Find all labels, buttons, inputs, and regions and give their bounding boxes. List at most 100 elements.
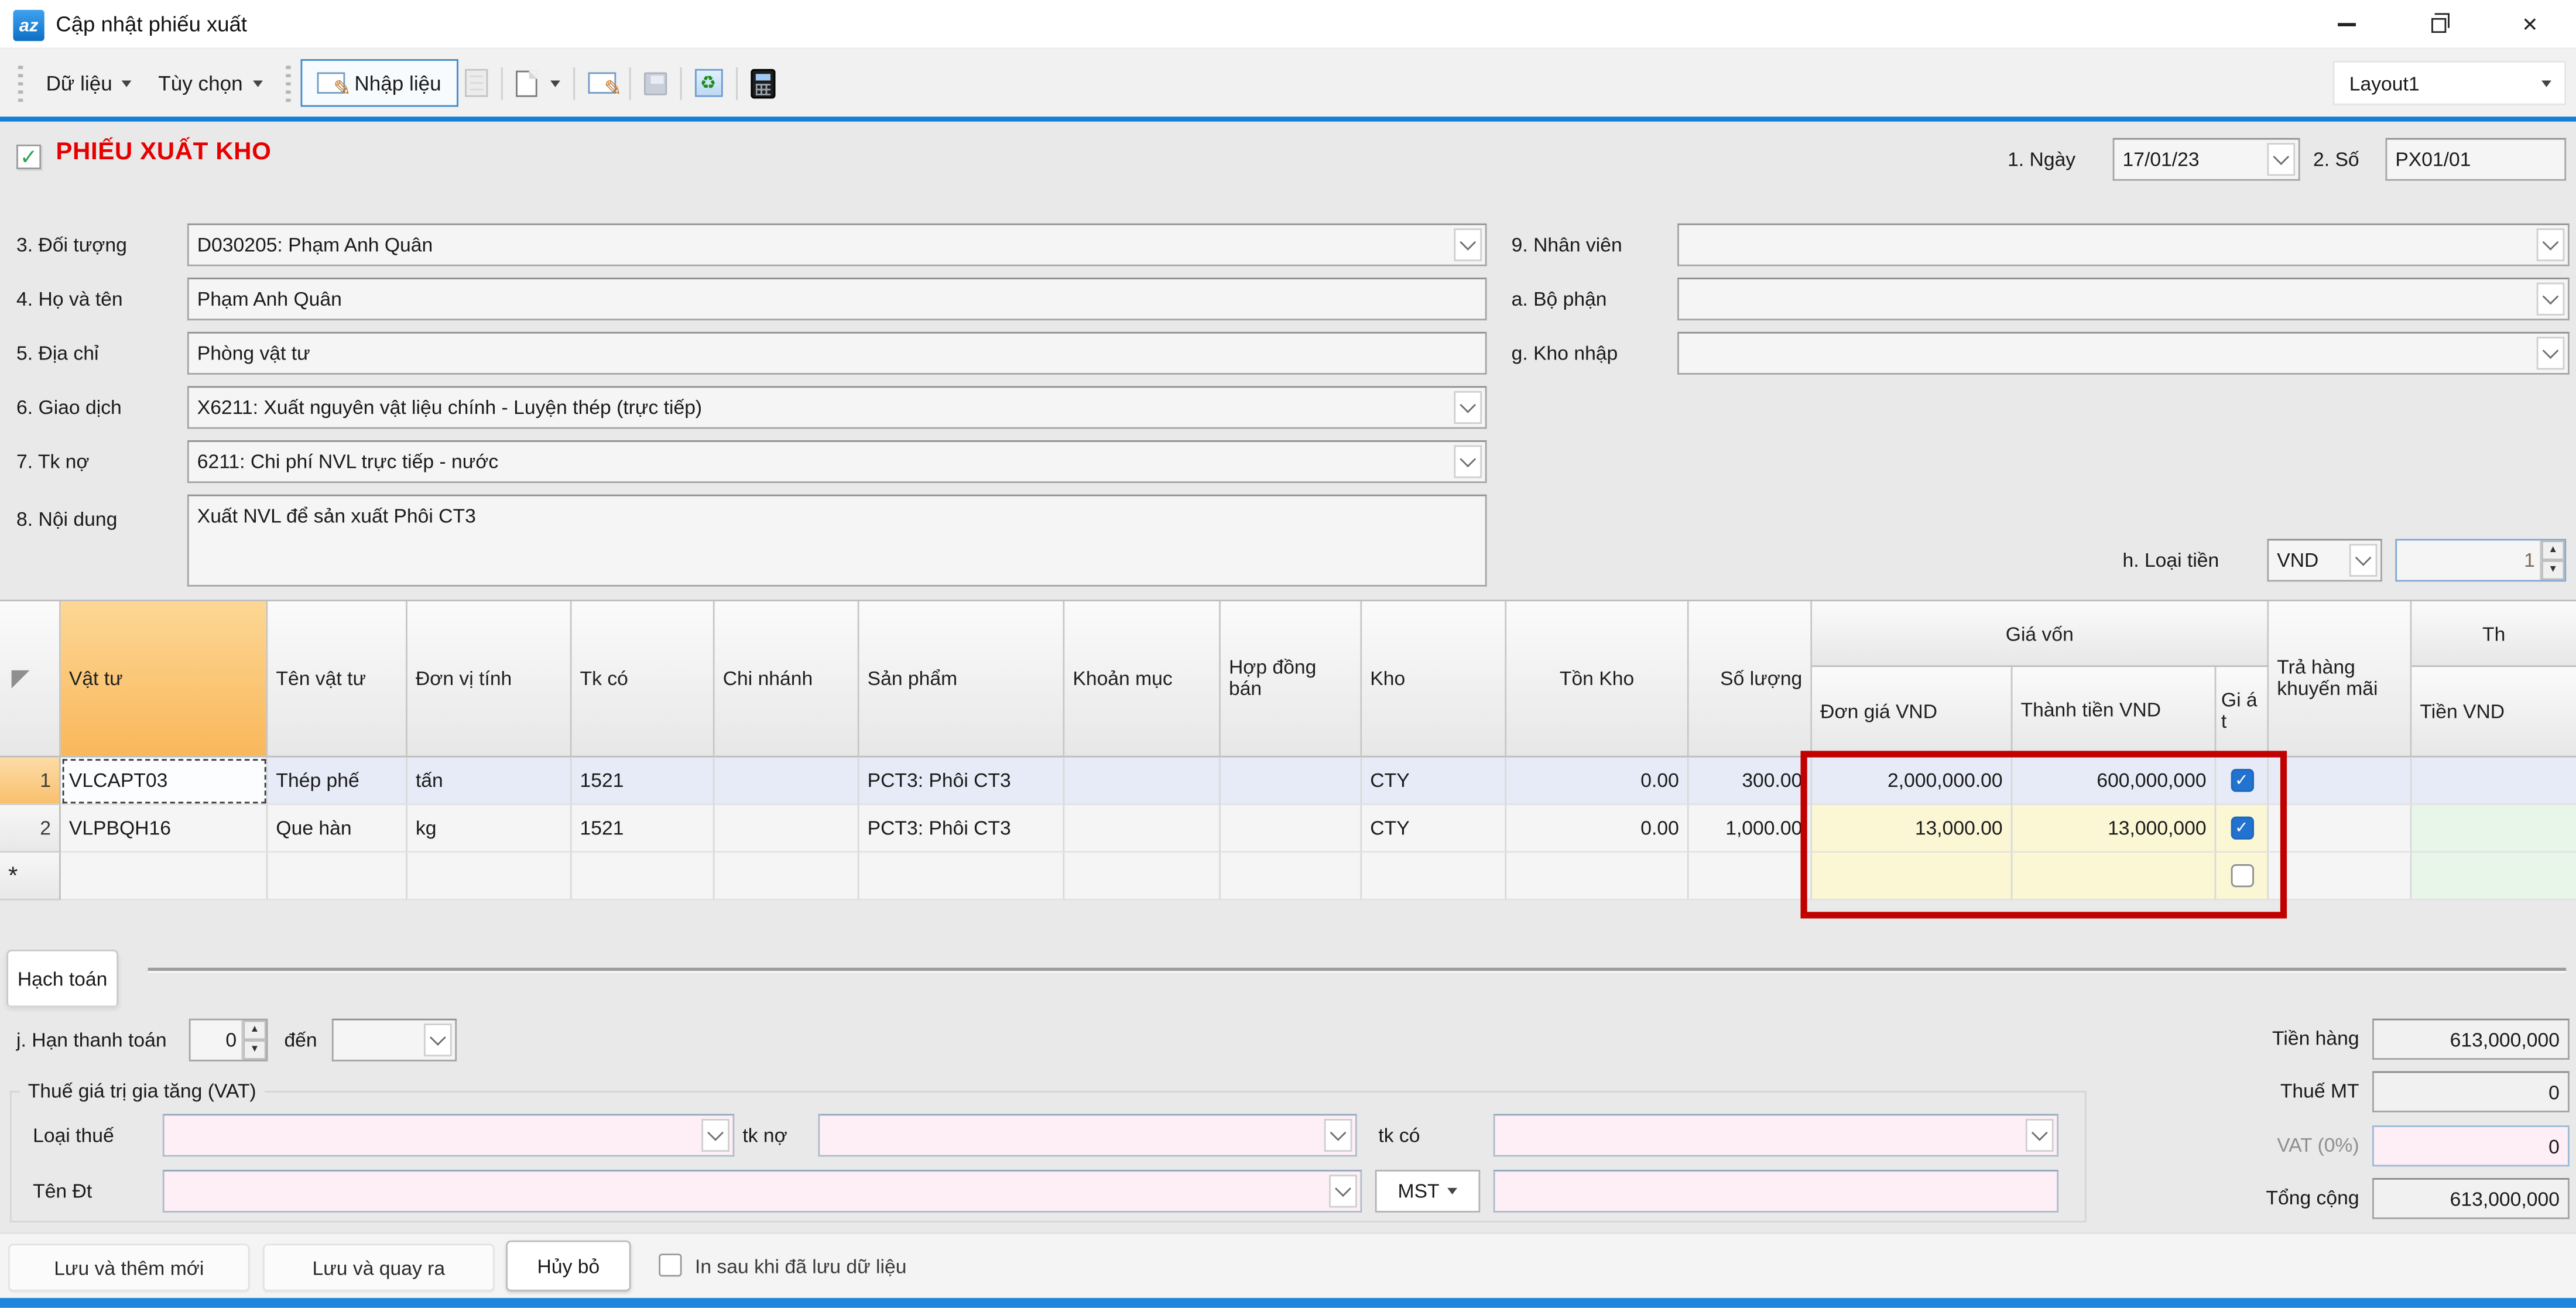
kho-nhap-combo[interactable] [1677,331,2570,375]
cell-kho[interactable] [1362,852,1507,900]
cell-hop-dong-ban[interactable] [1220,852,1362,900]
chevron-down-icon[interactable] [423,1023,452,1057]
cell-don-gia[interactable] [1812,852,2013,900]
calculator-button[interactable] [744,59,782,107]
cell-khoan-muc[interactable] [1064,804,1221,853]
layout-combo[interactable]: Layout1 [2332,60,2567,105]
cell-so-luong[interactable]: 1,000.00 [1688,804,1813,853]
so-input[interactable]: PX01/01 [2385,138,2567,181]
vat-tk-co-combo[interactable] [1493,1114,2059,1157]
luu-va-quay-ra-button[interactable]: Lưu và quay ra [262,1244,495,1292]
cell-tk-co[interactable] [571,852,715,900]
edit-button[interactable]: ✎ [581,59,622,107]
cell-don-gia[interactable]: 13,000.00 [1812,804,2013,853]
col-header-tien-vnd[interactable]: Tiền VND [2411,667,2576,758]
chevron-down-icon[interactable] [1324,1118,1352,1152]
chevron-down-icon[interactable] [1454,391,1482,424]
cell-ton-kho[interactable]: 0.00 [1506,804,1689,853]
col-header-gia-t[interactable]: Gi á t [2216,667,2269,758]
col-group-gia-von[interactable]: Giá vốn [1812,601,2269,667]
col-header-chi-nhanh[interactable]: Chi nhánh [714,601,859,758]
spin-down-icon[interactable]: ▼ [2541,560,2565,580]
minimize-button[interactable] [2308,0,2384,49]
noi-dung-textarea[interactable]: Xuất NVL để sản xuất Phôi CT3 [187,494,1487,587]
vat-value[interactable]: 0 [2372,1125,2570,1167]
checkbox-checked[interactable]: ✓ [2230,769,2253,792]
cell-hop-dong-ban[interactable] [1220,804,1362,853]
han-thanh-toan-spinner[interactable]: 0 ▲ ▼ [189,1018,268,1062]
cell-don-vi-tinh[interactable] [407,852,572,900]
checkbox-unchecked[interactable] [2230,864,2253,888]
chevron-down-icon[interactable] [2267,143,2296,176]
cell-gia-t[interactable] [2216,852,2269,900]
cell-khoan-muc[interactable] [1064,757,1221,805]
giao-dich-combo[interactable]: X6211: Xuất nguyên vật liệu chính - Luyệ… [187,386,1487,429]
bo-phan-combo[interactable] [1677,278,2570,321]
loai-thue-combo[interactable] [162,1114,735,1157]
print-checkbox[interactable] [659,1254,682,1277]
spin-down-icon[interactable]: ▼ [243,1040,266,1060]
cell-kho[interactable]: CTY [1362,804,1507,853]
nhan-vien-combo[interactable] [1677,223,2570,266]
row-header[interactable]: 1 [0,757,61,805]
col-group-th[interactable]: Th [2411,601,2576,667]
new-row-header[interactable]: * [0,852,61,900]
cell-don-gia[interactable]: 2,000,000.00 [1812,757,2013,805]
restore-button[interactable] [2400,0,2476,49]
col-header-tk-co[interactable]: Tk có [571,601,715,758]
cell-vat-tu[interactable]: VLPBQH16 [60,804,268,853]
new-document-dropdown[interactable] [543,59,566,107]
ten-dt-combo[interactable] [162,1169,1362,1213]
cell-san-pham[interactable] [859,852,1065,900]
chevron-down-icon[interactable] [2025,1118,2054,1152]
cell-gia-t[interactable]: ✓ [2216,757,2269,805]
tab-hach-toan[interactable]: Hạch toán [6,949,119,1006]
cell-tra-hang[interactable] [2269,804,2412,853]
chevron-down-icon[interactable] [701,1118,729,1152]
mst-dropdown-button[interactable]: MST [1375,1169,1481,1213]
col-header-ten-vat-tu[interactable]: Tên vật tư [268,601,407,758]
cell-thanh-tien[interactable]: 13,000,000 [2012,804,2217,853]
cell-ton-kho[interactable]: 0.00 [1506,757,1689,805]
cell-chi-nhanh[interactable] [714,804,859,853]
cell-vat-tu[interactable]: VLCAPT03 [60,757,268,805]
huy-bo-button[interactable]: Hủy bỏ [506,1240,631,1292]
spin-up-icon[interactable]: ▲ [2541,540,2565,560]
cell-don-vi-tinh[interactable]: kg [407,804,572,853]
cell-tien-vnd[interactable] [2411,852,2576,900]
doi-tuong-combo[interactable]: D030205: Phạm Anh Quân [187,223,1487,266]
cell-gia-t[interactable]: ✓ [2216,804,2269,853]
cell-so-luong[interactable] [1688,852,1813,900]
cell-tien-vnd[interactable] [2411,804,2576,853]
col-header-ton-kho[interactable]: Tồn Kho [1506,601,1689,758]
dia-chi-input[interactable]: Phòng vật tư [187,331,1487,375]
col-header-thanh-tien-vnd[interactable]: Thành tiền VND [2012,667,2217,758]
cell-tk-co[interactable]: 1521 [571,804,715,853]
cell-vat-tu[interactable] [60,852,268,900]
luu-va-them-moi-button[interactable]: Lưu và thêm mới [8,1244,250,1292]
row-header[interactable]: 2 [0,804,61,853]
mst-input[interactable] [1493,1169,2059,1213]
menu-tuy-chon[interactable]: Tùy chọn [145,60,276,106]
cell-thanh-tien[interactable] [2012,852,2217,900]
checkbox-checked[interactable]: ✓ [2230,816,2253,840]
cell-chi-nhanh[interactable] [714,757,859,805]
refresh-button[interactable]: ♻ [688,59,729,107]
tk-no-combo[interactable]: 6211: Chi phí NVL trực tiếp - nước [187,440,1487,483]
cell-tra-hang[interactable] [2269,852,2412,900]
chevron-down-icon[interactable] [2349,543,2378,577]
col-header-don-gia-vnd[interactable]: Đơn giá VND [1812,667,2013,758]
cell-tien-vnd[interactable] [2411,757,2576,805]
col-header-vat-tu[interactable]: Vật tư [60,601,268,758]
cell-don-vi-tinh[interactable]: tấn [407,757,572,805]
chevron-down-icon[interactable] [1329,1175,1357,1208]
chevron-down-icon[interactable] [1454,445,1482,478]
menu-du-lieu[interactable]: Dữ liệu [33,60,145,106]
cell-ton-kho[interactable] [1506,852,1689,900]
ho-ten-input[interactable]: Phạm Anh Quân [187,278,1487,321]
cell-tk-co[interactable]: 1521 [571,757,715,805]
cell-ten-vat-tu[interactable] [268,852,407,900]
cell-san-pham[interactable]: PCT3: Phôi CT3 [859,757,1065,805]
select-all-corner[interactable] [0,601,61,758]
chevron-down-icon[interactable] [2536,337,2565,370]
